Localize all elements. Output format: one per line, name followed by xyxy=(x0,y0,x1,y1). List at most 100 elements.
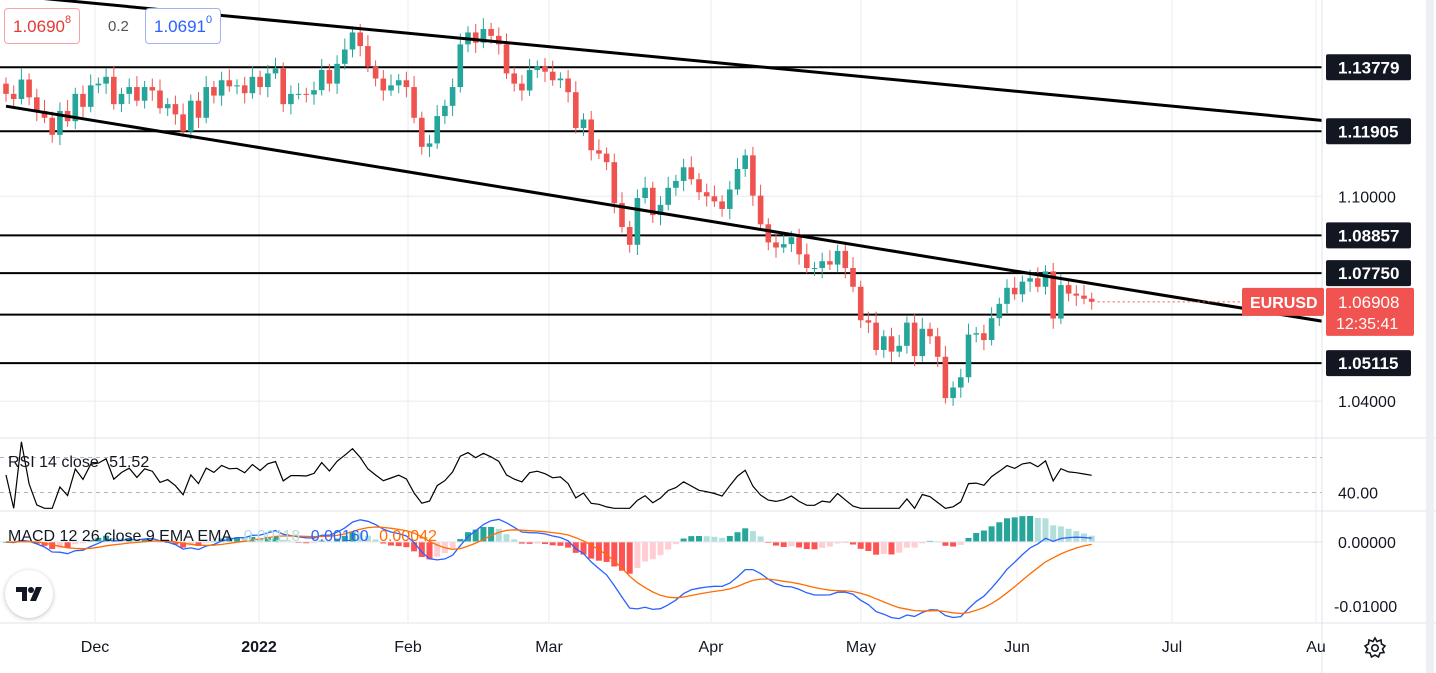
candle-body xyxy=(619,203,625,228)
macd-tick-0: 0.00000 xyxy=(1338,535,1396,552)
candle-body xyxy=(126,87,132,94)
candle-body xyxy=(842,250,849,269)
macd-hist-bar xyxy=(811,541,818,550)
macd-hist-bar xyxy=(1027,515,1034,542)
last-price-tag-bg xyxy=(1326,287,1414,336)
macd-hist-bar xyxy=(334,538,341,542)
candle-body xyxy=(549,71,556,81)
candles xyxy=(3,18,1095,406)
macd-hist-bar xyxy=(657,541,664,556)
macd-hist-bar xyxy=(280,540,287,542)
horizontal-levels[interactable] xyxy=(0,66,1322,365)
sell-quote-button[interactable]: 1.06908 xyxy=(4,8,81,44)
macd-hist-bar xyxy=(41,541,48,546)
macd-hist-bar xyxy=(1004,518,1010,542)
lower-channel-trendline xyxy=(5,104,1436,342)
time-label-5: May xyxy=(846,639,876,656)
macd-legend[interactable]: MACD 12 26 close 9 EMA EMA 0.00118 0.001… xyxy=(8,528,437,546)
candle-body xyxy=(727,189,733,209)
macd-hist-bar xyxy=(141,539,148,542)
candle-body xyxy=(226,80,233,87)
level-label-1: 1.11905 xyxy=(1338,122,1399,141)
buy-price-pip: 0 xyxy=(206,14,213,26)
macd-hist-bar xyxy=(426,541,433,560)
macd-hist-bar xyxy=(773,541,779,546)
candle-body xyxy=(118,93,125,105)
macd-hist-bar xyxy=(1042,518,1049,542)
macd-hist-bar xyxy=(457,539,464,542)
macd-hist-bar xyxy=(1088,535,1095,542)
candle-body xyxy=(149,87,156,91)
macd-hist-bar xyxy=(788,541,795,547)
macd-hist-bar xyxy=(950,541,957,547)
candle-body xyxy=(211,87,217,96)
candle-body xyxy=(357,32,363,47)
candle-body xyxy=(1065,285,1072,294)
macd-hist-bar xyxy=(349,532,356,542)
candle-body xyxy=(1050,271,1056,319)
candle-body xyxy=(326,69,333,84)
candle-body xyxy=(642,187,648,199)
level-label-bg-5 xyxy=(1326,350,1411,377)
macd-hist-bar xyxy=(672,541,679,545)
candle-body xyxy=(657,204,664,216)
candle-body xyxy=(1011,287,1018,295)
macd-hist-bar xyxy=(942,541,949,546)
candle-body xyxy=(611,162,618,204)
candle-body xyxy=(588,119,594,151)
macd-hist-bar xyxy=(480,526,487,542)
candle-body xyxy=(711,196,718,202)
candle-body xyxy=(342,49,348,64)
candle-body xyxy=(542,66,548,72)
candle-body xyxy=(141,87,148,101)
candle-body xyxy=(857,286,864,321)
gear-icon[interactable] xyxy=(1362,635,1388,661)
macd-hist-bar xyxy=(449,541,456,548)
candle-body xyxy=(57,110,63,135)
trendlines[interactable] xyxy=(0,0,1436,389)
macd-hist-bar xyxy=(1050,525,1057,542)
candle-body xyxy=(596,150,602,154)
candle-body xyxy=(927,328,933,337)
macd-hist-bar xyxy=(372,539,379,542)
sell-price: 1.0690 xyxy=(13,17,65,36)
macd-hist-bar xyxy=(719,537,726,542)
macd-hist-bar xyxy=(195,541,202,547)
candle-body xyxy=(996,303,1003,319)
macd-hist-bar xyxy=(903,541,910,548)
tradingview-logo[interactable] xyxy=(5,570,53,618)
price-axis[interactable]: 1.10000 1.04000 1.13779 1.11905 1.08857 1.077… xyxy=(1097,54,1414,616)
buy-quote-button[interactable]: 1.06910 xyxy=(145,8,222,44)
candle-body xyxy=(1073,293,1080,296)
macd-hist-bar xyxy=(364,535,371,542)
macd-hist-bar xyxy=(488,526,495,542)
macd-hist-bar xyxy=(873,541,880,555)
candle-body xyxy=(719,201,725,209)
candle-body xyxy=(434,116,440,144)
candle-body xyxy=(811,268,818,270)
macd-hist-bar xyxy=(749,531,756,542)
macd-hist-bar xyxy=(518,541,525,544)
candle-body xyxy=(3,83,9,94)
macd-hist-bar xyxy=(865,541,872,552)
macd-lines xyxy=(0,518,1322,620)
macd-hist-bar xyxy=(403,541,410,548)
macd-hist-bar xyxy=(234,537,240,542)
macd-hist-bar xyxy=(549,541,556,546)
macd-hist-bar xyxy=(388,541,394,546)
rsi-legend[interactable]: RSI 14 close 51.52 xyxy=(8,454,149,472)
macd-hist-bar xyxy=(565,541,572,548)
candle-body xyxy=(557,78,564,81)
candle-body xyxy=(280,68,286,105)
candle-body xyxy=(457,44,464,88)
price-tick-1: 1.04000 xyxy=(1338,394,1396,411)
macd-hist-bar xyxy=(973,532,980,542)
last-price-value: 1.06908 xyxy=(1338,293,1399,312)
macd-hist-bar xyxy=(534,541,541,544)
candle-body xyxy=(773,242,779,248)
macd-value: 0.00160 xyxy=(310,528,369,545)
macd-hist-bar xyxy=(603,541,610,562)
candle-body xyxy=(103,76,109,84)
time-axis[interactable]: Dec 2022 Feb Mar Apr May Jun Jul Au xyxy=(81,639,1326,656)
